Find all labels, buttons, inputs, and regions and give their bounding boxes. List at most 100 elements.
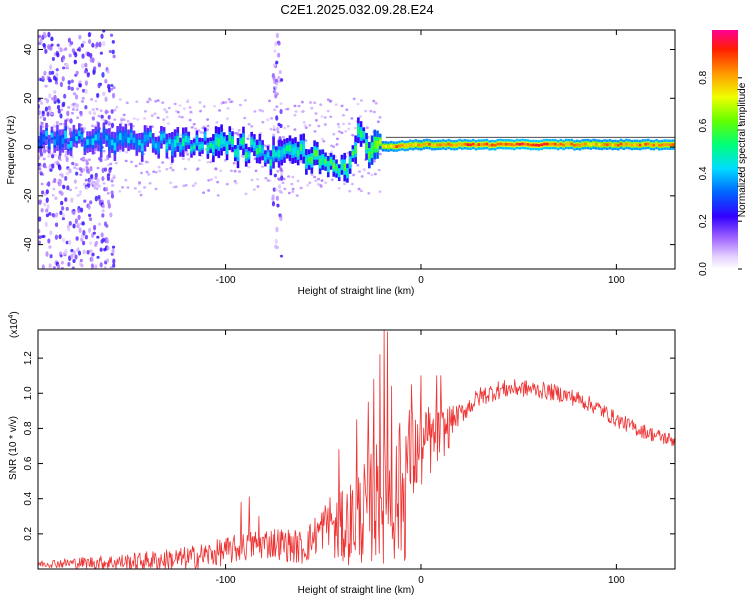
spectrogram-band-core	[357, 126, 360, 134]
spectrogram-band-core	[340, 162, 344, 168]
spectrogram-halo-cell	[250, 178, 254, 182]
spectrogram-halo-cell	[296, 179, 300, 183]
spectrogram-halo-cell	[186, 99, 190, 102]
spectrogram-band-core	[116, 135, 119, 143]
snr-ytick-label: 0.4	[23, 491, 34, 505]
spectrogram-halo-cell	[256, 177, 260, 181]
spectrogram-halo-cell	[374, 101, 378, 105]
spectrogram-halo-cell	[362, 168, 366, 171]
spectrogram-noise-cell	[85, 186, 89, 190]
spectrogram-halo-cell	[358, 170, 362, 173]
spectrogram-halo-cell	[233, 131, 237, 135]
spectrogram-halo-cell	[106, 110, 110, 114]
spectrogram-band-core	[56, 134, 59, 142]
spectrogram-halo-cell	[154, 187, 158, 191]
spectrogram-band-core	[223, 139, 226, 145]
spectrogram-band-core	[326, 163, 330, 170]
spectrogram-noise-cell	[63, 93, 67, 99]
spectrogram-band-core	[348, 159, 352, 166]
spectrogram-noise-cell	[84, 105, 88, 110]
spectrogram-halo-cell	[291, 190, 295, 193]
snr-xtick-label: 100	[608, 575, 625, 586]
spectrogram-noise-cell	[58, 178, 62, 182]
spectrogram-noise-cell	[91, 252, 95, 257]
spectrogram-halo-cell	[67, 106, 71, 109]
spectrogram-band-core	[42, 136, 46, 142]
spectrogram-noise-cell	[275, 115, 279, 121]
spectrogram-noise-cell	[271, 197, 275, 201]
spectrogram-halo-cell	[103, 119, 107, 123]
spectrogram-noise-cell	[68, 53, 72, 58]
spectrogram-halo-cell	[87, 158, 91, 161]
spectrogram-noise-cell	[59, 47, 63, 53]
spectrogram-band-core	[515, 142, 519, 146]
spectrogram-noise-cell	[62, 184, 66, 190]
spectrogram-band-core	[526, 143, 530, 146]
spectrogram-halo-cell	[75, 163, 79, 167]
spectrogram-halo-cell	[102, 182, 106, 185]
spectrogram-halo-cell	[188, 106, 192, 109]
spectrogram-noise-cell	[99, 262, 103, 268]
spectrogram-halo-cell	[70, 111, 74, 115]
spectrogram-halo-cell	[139, 193, 143, 197]
spectrogram-noise-cell	[271, 200, 276, 207]
spectrogram-band-core	[274, 152, 278, 157]
spectrogram-band-core	[132, 137, 136, 143]
spectrogram-noise-cell	[110, 193, 115, 199]
snr-series-line	[38, 330, 675, 569]
spectrogram-halo-cell	[281, 135, 285, 139]
spectrogram-noise-cell	[68, 127, 72, 132]
spectrogram-halo-cell	[227, 97, 231, 101]
spectrogram-noise-cell	[48, 212, 52, 216]
spectrogram-noise-cell	[47, 31, 51, 38]
spectrogram-halo-cell	[102, 149, 106, 153]
spectrogram-noise-cell	[106, 173, 110, 179]
spectrogram-halo-cell	[303, 124, 307, 127]
spectrogram-noise-cell	[107, 202, 111, 209]
spectrogram-band-core	[244, 152, 248, 159]
spectrogram-band-core	[294, 146, 297, 154]
spectrogram-xtick-label: 100	[608, 275, 625, 286]
spectrogram-halo-cell	[189, 110, 193, 114]
spectrogram-halo-cell	[169, 181, 173, 185]
spectrogram-halo-cell	[202, 105, 206, 108]
spectrogram-halo-cell	[234, 181, 238, 185]
spectrogram-band-core	[324, 159, 327, 165]
spectrogram-halo-cell	[214, 176, 218, 179]
spectrogram-halo-cell	[138, 190, 142, 193]
snr-frame	[37, 329, 676, 570]
spectrogram-halo-cell	[143, 109, 147, 113]
spectrogram-noise-cell	[112, 54, 116, 59]
spectrogram-band-core	[94, 134, 98, 141]
spectrogram-band-core	[543, 142, 546, 146]
spectrogram-noise-cell	[70, 253, 74, 259]
spectrogram-band-core	[130, 132, 133, 140]
spectrogram-band-core	[343, 163, 346, 172]
spectrogram-halo-cell	[158, 169, 162, 173]
spectrogram-band-core	[627, 142, 631, 146]
spectrogram-halo-cell	[372, 110, 376, 114]
spectrogram-band-core	[406, 144, 409, 148]
spectrogram-halo-cell	[378, 190, 382, 193]
spectrogram-noise-cell	[111, 92, 116, 99]
snr-panel: -100 0 100 0.2 0.4 0.6 0.8 1.0 1.2 (x104) Height…	[8, 311, 676, 596]
spectrogram-band-core	[499, 142, 502, 146]
spectrogram-band-core	[239, 139, 243, 145]
spectrogram-noise-cell	[275, 60, 279, 65]
spectrogram-band-core	[581, 142, 584, 146]
spectrogram-noise-cell	[106, 69, 110, 74]
spectrogram-noise-cell	[84, 234, 88, 240]
spectrogram-halo-cell	[136, 118, 140, 121]
spectrogram-noise-cell	[102, 30, 106, 33]
spectrogram-band-core	[660, 143, 664, 147]
spectrogram-noise-cell	[86, 249, 90, 255]
spectrogram-band-core	[537, 143, 541, 147]
spectrogram-noise-cell	[59, 113, 63, 119]
snr-scale-exponent: 4	[8, 315, 15, 319]
spectrogram-noise-cell	[40, 101, 44, 105]
spectrogram-halo-cell	[204, 147, 208, 151]
spectrogram-noise-cell	[84, 62, 88, 68]
spectrogram-noise-cell	[107, 115, 111, 120]
spectrogram-halo-cell	[99, 109, 103, 112]
spectrogram-band-core	[625, 142, 628, 146]
